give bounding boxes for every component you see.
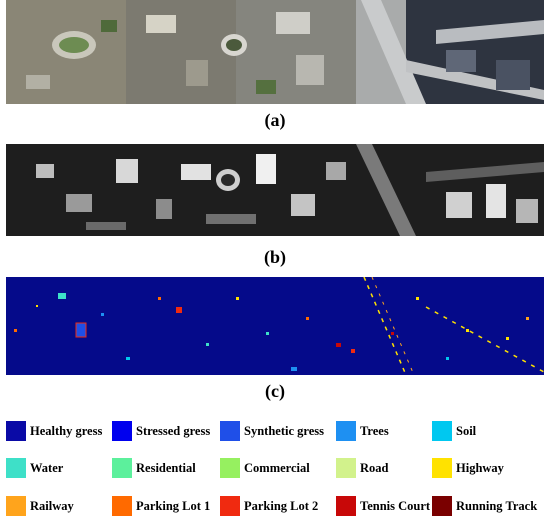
legend-label: Residential bbox=[136, 460, 196, 475]
legend-swatch bbox=[112, 496, 132, 516]
legend-item-stressed-grass: Stressed gress bbox=[112, 419, 210, 443]
legend-label: Stressed gress bbox=[136, 423, 211, 438]
legend-swatch bbox=[6, 496, 26, 516]
legend-label: Trees bbox=[360, 423, 389, 438]
legend-label: Highway bbox=[456, 460, 504, 475]
legend-item-healthy-grass: Healthy gress bbox=[6, 419, 102, 443]
legend-item-highway: Highway bbox=[432, 456, 504, 480]
legend-swatch bbox=[220, 421, 240, 441]
aerial-rgb-image bbox=[6, 0, 544, 104]
legend-label: Healthy gress bbox=[30, 423, 103, 438]
legend-item-commercial: Commercial bbox=[220, 456, 310, 480]
legend-label: Commercial bbox=[244, 460, 310, 475]
lidar-grayscale-image bbox=[6, 144, 544, 236]
panel-caption-b: (b) bbox=[264, 247, 286, 267]
legend-item-synthetic-grass: Synthetic gress bbox=[220, 419, 324, 443]
legend-swatch bbox=[112, 421, 132, 441]
legend-item-parking-lot-2: Parking Lot 2 bbox=[220, 494, 318, 518]
legend-item-railway: Railway bbox=[6, 494, 74, 518]
legend-swatch bbox=[432, 496, 452, 516]
panel-caption-c: (c) bbox=[265, 381, 285, 401]
legend-item-road: Road bbox=[336, 456, 388, 480]
panel-caption-a: (a) bbox=[264, 110, 286, 130]
legend-label: Soil bbox=[456, 423, 477, 438]
legend-item-tennis-court: Tennis Court bbox=[336, 494, 430, 518]
legend-item-water: Water bbox=[6, 456, 63, 480]
legend-item-parking-lot-1: Parking Lot 1 bbox=[112, 494, 210, 518]
legend-label: Running Track bbox=[456, 498, 538, 513]
legend-swatch bbox=[336, 421, 356, 441]
legend-label: Road bbox=[360, 460, 389, 475]
legend-swatch bbox=[220, 458, 240, 478]
legend-swatch bbox=[432, 421, 452, 441]
legend-swatch bbox=[220, 496, 240, 516]
legend-label: Water bbox=[30, 460, 64, 475]
legend-item-running-track: Running Track bbox=[432, 494, 537, 518]
legend-swatch bbox=[336, 496, 356, 516]
legend-swatch bbox=[112, 458, 132, 478]
legend-swatch bbox=[432, 458, 452, 478]
legend-label: Parking Lot 2 bbox=[244, 498, 319, 513]
legend-label: Synthetic gress bbox=[244, 423, 324, 438]
classification-map bbox=[6, 277, 544, 375]
legend-item-residential: Residential bbox=[112, 456, 196, 480]
legend-label: Parking Lot 1 bbox=[136, 498, 211, 513]
legend-label: Tennis Court bbox=[360, 498, 431, 513]
legend-swatch bbox=[6, 458, 26, 478]
legend-label: Railway bbox=[30, 498, 74, 513]
legend-swatch bbox=[6, 421, 26, 441]
legend-swatch bbox=[336, 458, 356, 478]
legend-item-trees: Trees bbox=[336, 419, 389, 443]
legend-item-soil: Soil bbox=[432, 419, 476, 443]
